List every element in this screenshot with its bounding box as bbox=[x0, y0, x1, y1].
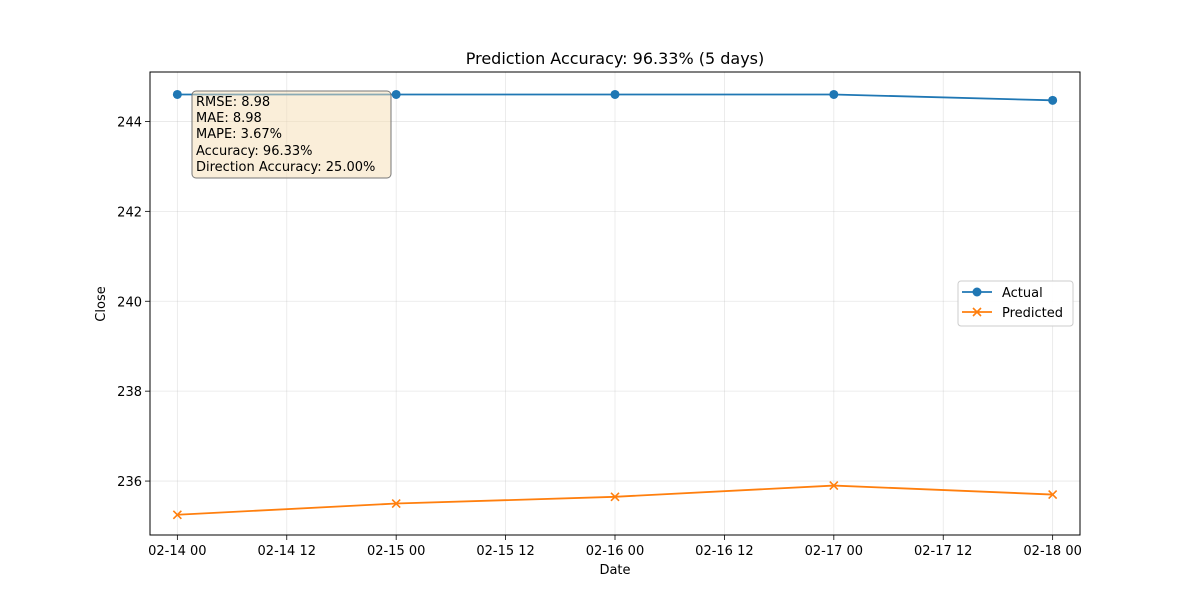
legend: Actual Predicted bbox=[957, 280, 1074, 327]
data-point-actual bbox=[610, 89, 620, 99]
data-point-actual bbox=[1048, 95, 1058, 105]
y-tick-label: 240 bbox=[117, 295, 142, 310]
legend-label-actual: Actual bbox=[1002, 286, 1043, 301]
x-tick-label: 02-15 00 bbox=[367, 544, 425, 559]
y-tick-label: 238 bbox=[117, 385, 142, 400]
x-tick-label: 02-16 12 bbox=[695, 544, 753, 559]
annotation-box bbox=[191, 90, 392, 179]
data-point-actual bbox=[172, 89, 182, 99]
data-point-predicted bbox=[172, 510, 182, 520]
x-axis-ticks: 02-14 00 02-14 12 02-15 00 02-15 12 02-16 00… bbox=[148, 535, 1082, 559]
data-point-actual bbox=[829, 89, 839, 99]
x-tick-label: 02-17 00 bbox=[805, 544, 863, 559]
y-axis-ticks: 236 238 240 242 244 bbox=[117, 115, 150, 490]
y-tick-label: 236 bbox=[117, 475, 142, 490]
legend-marker-actual bbox=[972, 287, 982, 297]
x-tick-label: 02-18 00 bbox=[1023, 544, 1081, 559]
y-tick-label: 244 bbox=[117, 115, 142, 130]
legend-marker-predicted bbox=[972, 307, 982, 317]
y-tick-label: 242 bbox=[117, 205, 142, 220]
legend-label-predicted: Predicted bbox=[1002, 306, 1063, 321]
x-axis-label: Date bbox=[599, 563, 630, 578]
annotation-line: MAE: 8.98 bbox=[196, 111, 262, 126]
y-axis-label: Close bbox=[94, 286, 109, 321]
x-tick-label: 02-16 00 bbox=[586, 544, 644, 559]
annotation-line: Direction Accuracy: 25.00% bbox=[196, 160, 375, 175]
x-tick-label: 02-14 12 bbox=[258, 544, 316, 559]
x-tick-label: 02-15 12 bbox=[476, 544, 534, 559]
metrics-annotation: RMSE: 8.98 MAE: 8.98 MAPE: 3.67% Accurac… bbox=[191, 90, 392, 179]
data-point-predicted bbox=[391, 498, 401, 509]
data-point-predicted bbox=[829, 480, 839, 491]
data-point-predicted bbox=[1048, 489, 1058, 500]
annotation-line: RMSE: 8.98 bbox=[196, 95, 270, 110]
data-point-predicted bbox=[610, 492, 620, 502]
annotation-line: Accuracy: 96.33% bbox=[196, 144, 313, 159]
grid bbox=[150, 72, 1080, 535]
x-tick-label: 02-14 00 bbox=[148, 544, 206, 559]
data-point-actual bbox=[391, 89, 401, 99]
chart-title: Prediction Accuracy: 96.33% (5 days) bbox=[466, 49, 765, 68]
x-tick-label: 02-17 12 bbox=[914, 544, 972, 559]
annotation-line: MAPE: 3.67% bbox=[196, 127, 282, 142]
